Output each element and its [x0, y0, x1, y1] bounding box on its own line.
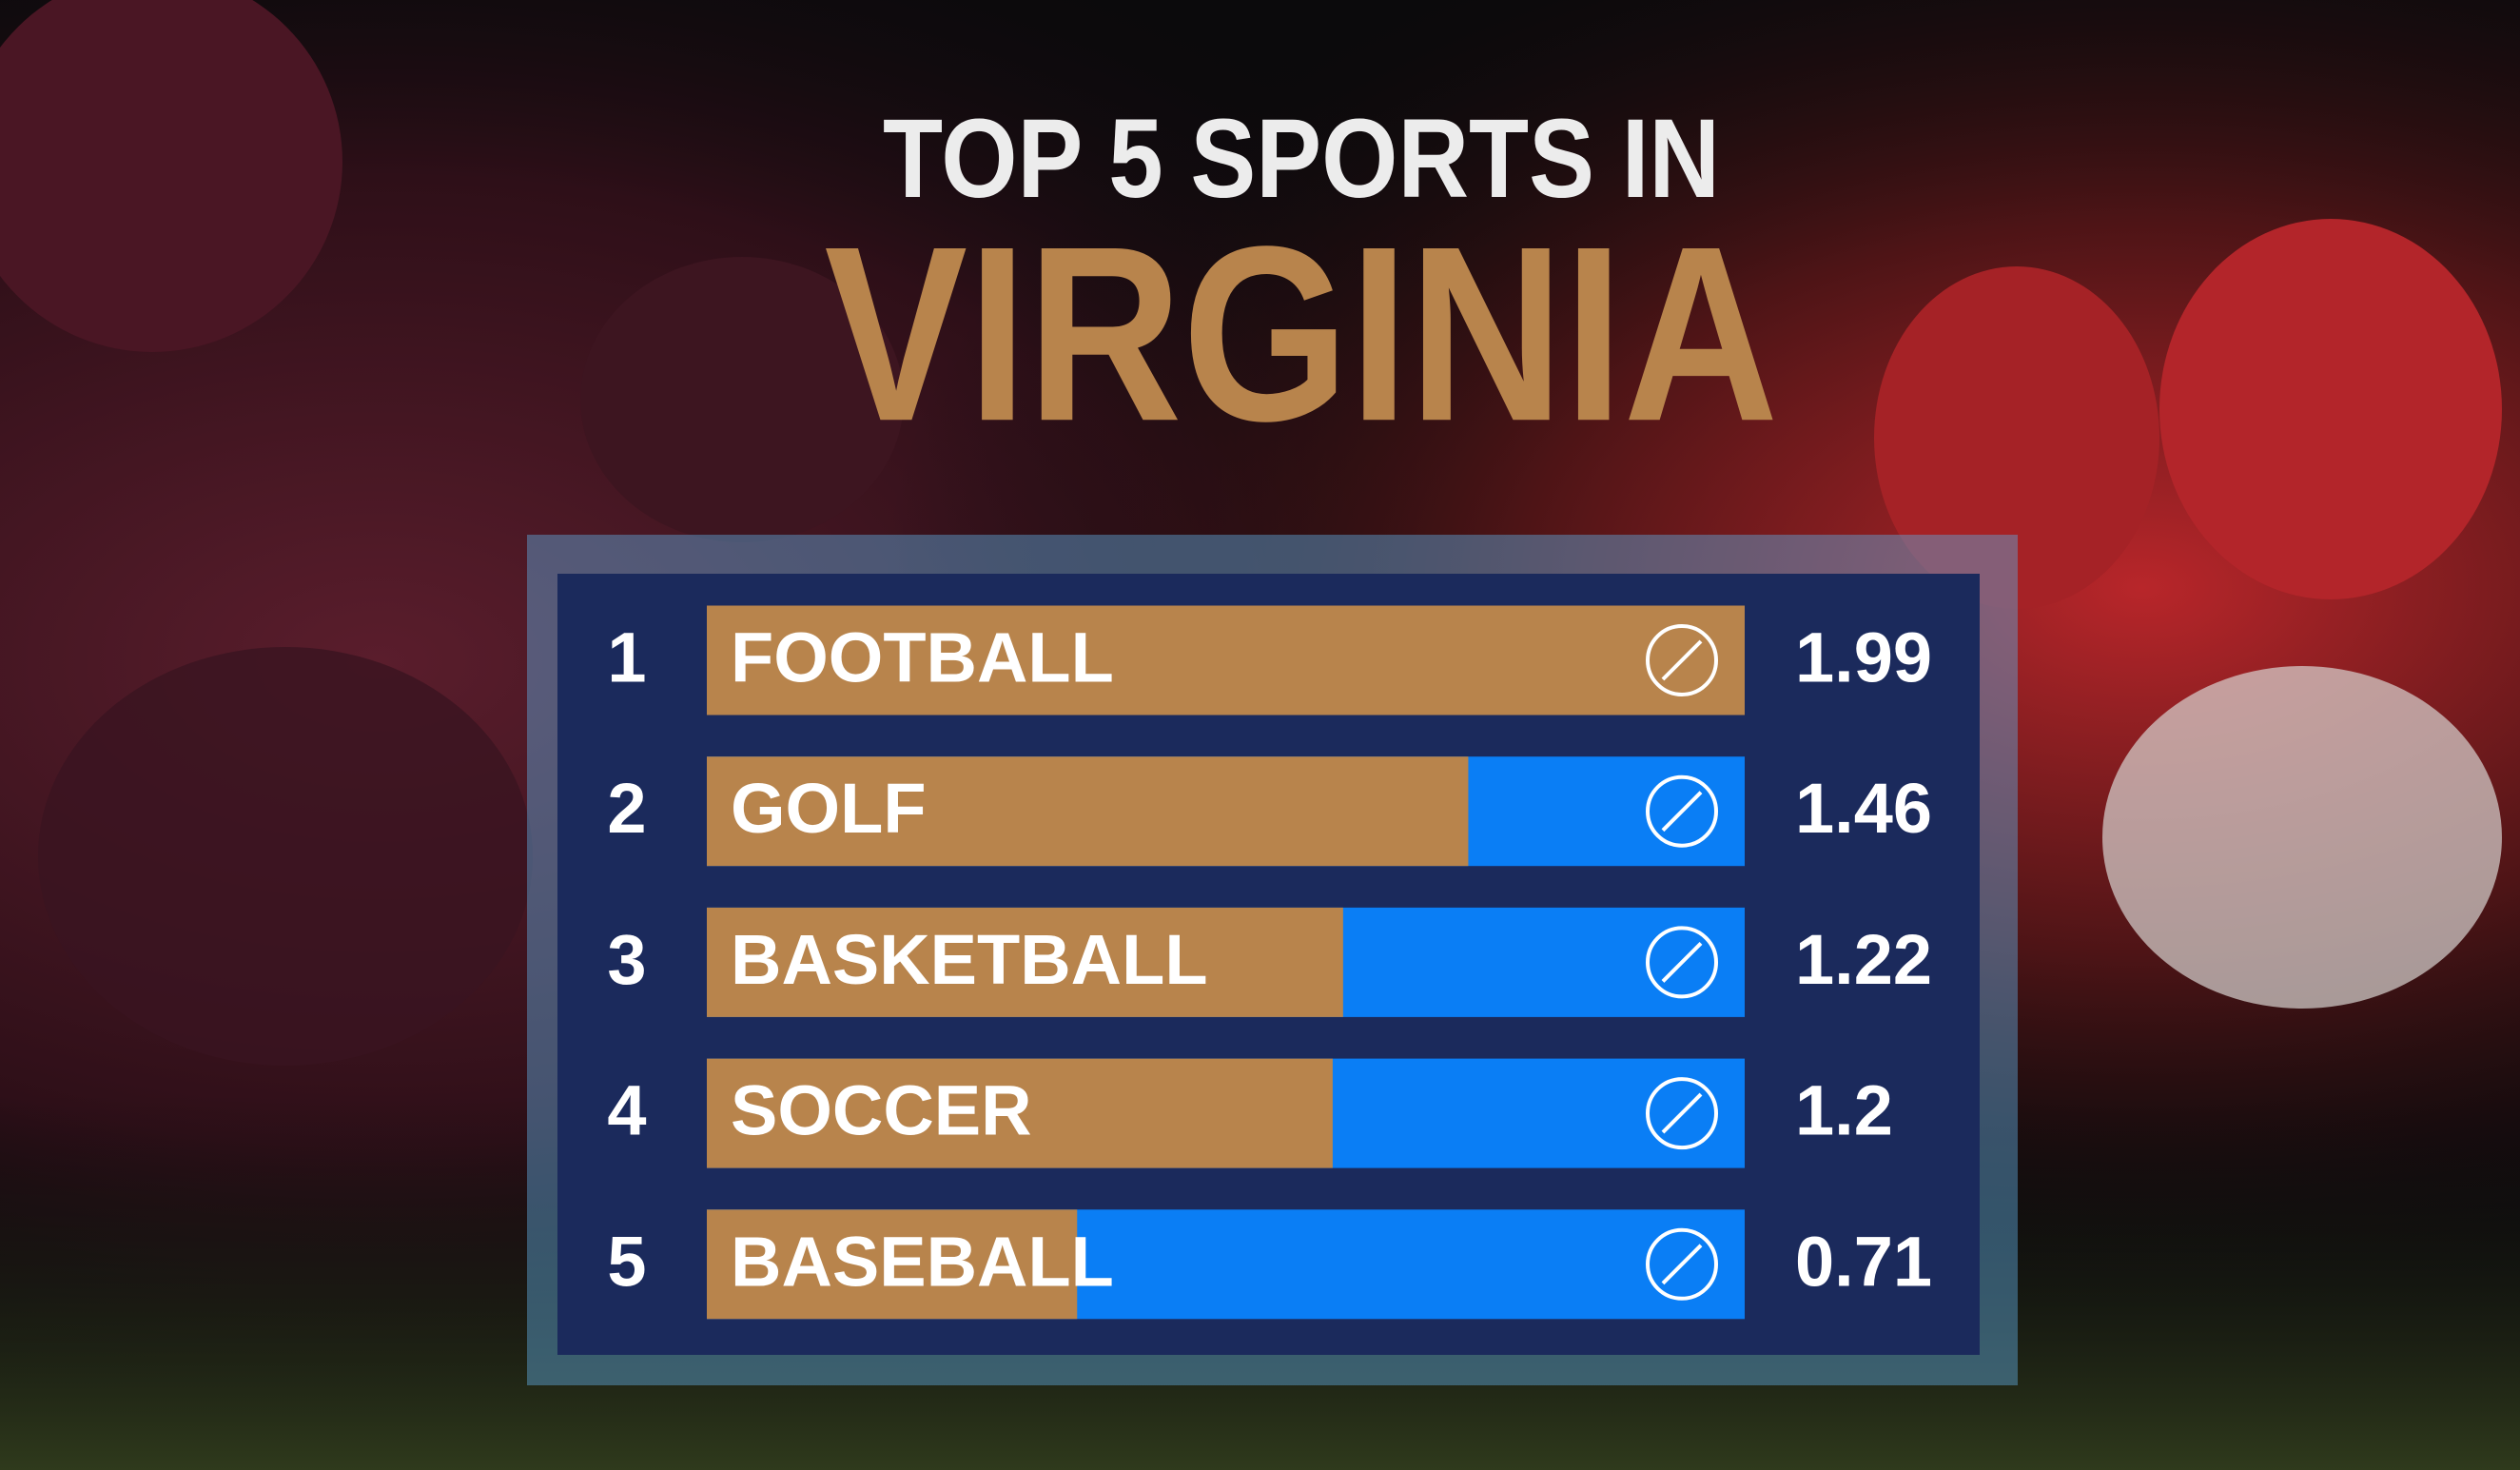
icon-stroke: [1661, 941, 1703, 983]
category-label: BASKETBALL: [731, 920, 1208, 999]
icon-stroke: [1661, 1092, 1703, 1134]
sport-icon: [1646, 1227, 1718, 1301]
chart-title: TOP 5 SPORTS IN: [883, 96, 1720, 222]
rank-label: 4: [607, 1071, 646, 1150]
bar: [707, 605, 1745, 715]
rank-label: 1: [607, 618, 646, 697]
value-label: 1.46: [1795, 769, 1932, 848]
sport-icon: [1646, 774, 1718, 848]
category-label: GOLF: [731, 769, 927, 848]
rank-label: 2: [607, 769, 646, 848]
sport-icon: [1646, 1077, 1718, 1150]
bar: [707, 756, 1469, 867]
sport-icon: [1646, 624, 1718, 696]
icon-circle: [1646, 774, 1718, 848]
category-label: BASEBALL: [731, 1222, 1114, 1301]
icon-circle: [1646, 926, 1718, 999]
icon-circle: [1646, 624, 1718, 696]
icon-stroke: [1661, 1244, 1703, 1285]
bar: [707, 1209, 1078, 1320]
icon-circle: [1646, 1077, 1718, 1150]
value-label: 0.71: [1795, 1222, 1932, 1301]
category-label: FOOTBALL: [731, 618, 1114, 697]
icon-stroke: [1661, 639, 1703, 681]
bar: [707, 907, 1343, 1017]
rank-label: 3: [607, 920, 646, 999]
value-label: 1.22: [1795, 920, 1932, 999]
value-label: 1.99: [1795, 618, 1932, 697]
sport-icon: [1646, 926, 1718, 999]
value-label: 1.2: [1795, 1071, 1893, 1150]
rank-label: 5: [607, 1222, 646, 1301]
chart-subtitle: VIRGINIA: [825, 194, 1779, 473]
icon-stroke: [1661, 791, 1703, 833]
category-label: SOCCER: [731, 1071, 1032, 1150]
bar: [707, 1058, 1333, 1168]
icon-circle: [1646, 1227, 1718, 1301]
